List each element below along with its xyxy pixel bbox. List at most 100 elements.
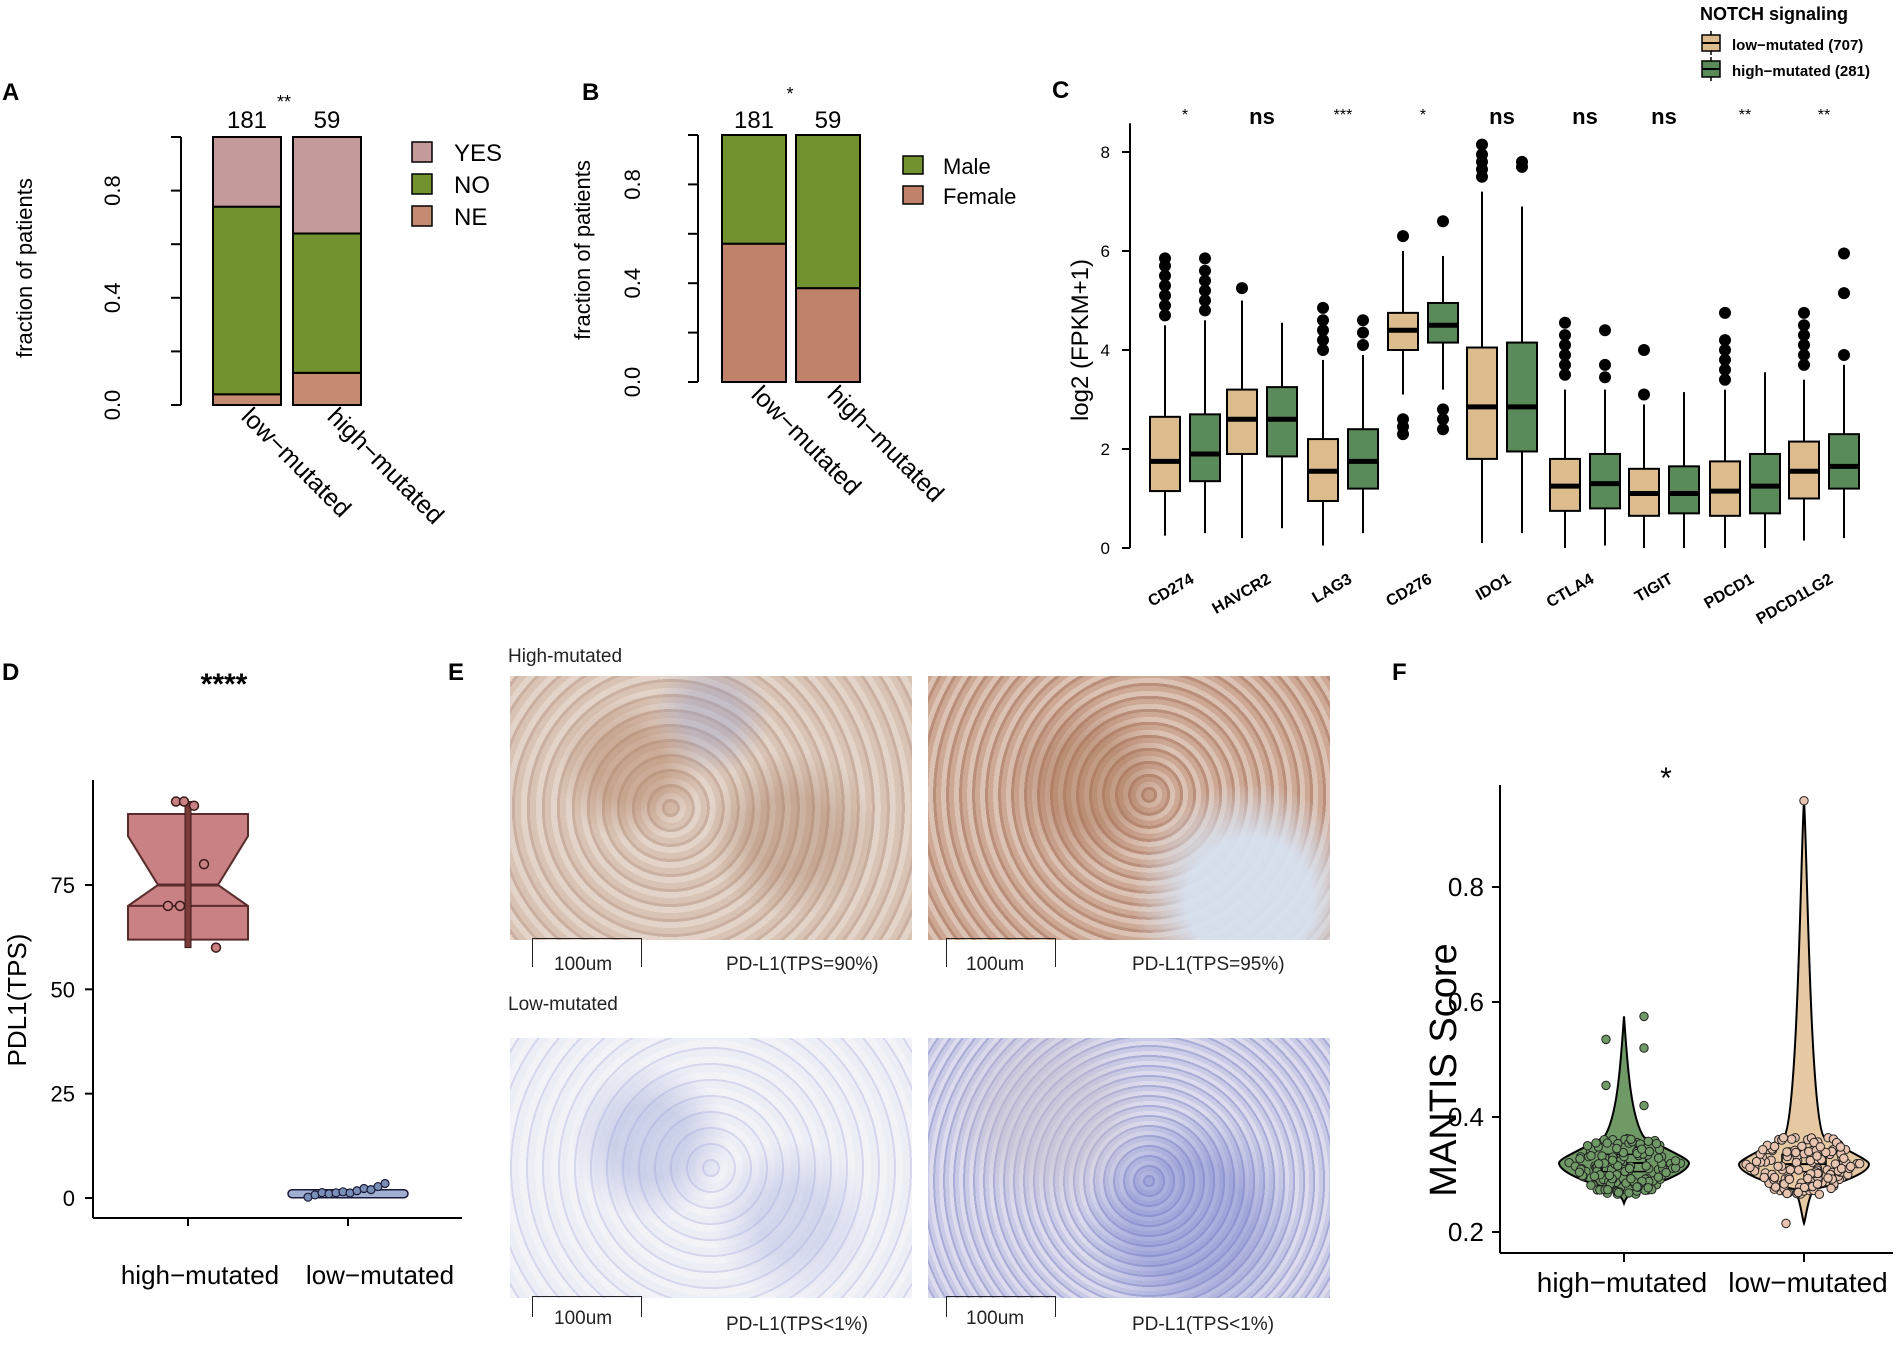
panel-b-tick-label: 0.4	[620, 268, 645, 299]
panel-f-ylabel: MANTIS Score	[1423, 943, 1465, 1196]
panel-c-legend-title: NOTCH signaling	[1700, 4, 1848, 24]
significance-label: ns	[1651, 104, 1677, 129]
data-point	[1799, 1182, 1810, 1193]
outlier-point	[1638, 388, 1650, 401]
outlier-point	[1838, 247, 1850, 260]
box-cd274	[1189, 413, 1221, 483]
data-point	[1787, 1134, 1797, 1144]
data-point	[1758, 1145, 1768, 1155]
panel-b-bar-male	[721, 134, 787, 245]
outlier-point	[1798, 306, 1810, 319]
ihc-caption-1: PD-L1(TPS=90%)	[726, 954, 879, 975]
panel-d-tick-label: 50	[51, 977, 75, 1002]
ihc-caption-2: PD-L1(TPS=95%)	[1132, 954, 1285, 975]
outlier-point	[1559, 368, 1571, 381]
significance-label: **	[1739, 107, 1751, 124]
data-point	[1812, 1179, 1823, 1189]
significance-label: *	[1420, 107, 1426, 124]
legend-label: high−mutated (281)	[1732, 63, 1870, 80]
data-point	[1805, 1155, 1816, 1166]
ihc-image-high-1	[510, 676, 912, 940]
outlier-point	[1199, 294, 1211, 307]
data-point	[1637, 1144, 1647, 1154]
panel-c-y-axis: 0 2 4 6 8	[1101, 123, 1131, 558]
panel-d: D **** PDL1(TPS) 0 25 50 75 high−mutated lo…	[2, 659, 462, 1290]
panel-a-legend: YES NO NE	[411, 140, 502, 231]
outlier-point	[1799, 796, 1809, 806]
outlier-point	[1199, 304, 1211, 317]
data-point	[1759, 1172, 1769, 1183]
data-point	[162, 900, 174, 912]
scale-bar-1	[532, 938, 642, 967]
legend-swatch-yes	[411, 141, 433, 163]
data-point	[1745, 1162, 1755, 1173]
data-point	[1603, 1185, 1613, 1195]
panel-a-y-axis: 0.0 0.4 0.8	[100, 136, 182, 421]
x-label-lag3: LAG3	[1310, 571, 1356, 607]
panel-f-xlabel-high: high−mutated	[1537, 1267, 1707, 1298]
legend-swatch-no	[411, 173, 433, 195]
panel-a-tick-label: 0.8	[100, 175, 125, 206]
panel-b-bar-female	[795, 287, 861, 384]
x-label-pdcd1: PDCD1	[1702, 571, 1758, 613]
outlier-point	[1516, 155, 1528, 168]
panel-a-bar-ne	[212, 393, 282, 406]
data-point	[1785, 1165, 1796, 1175]
panel-a-bar-ne	[292, 371, 362, 406]
data-point	[1770, 1182, 1781, 1192]
data-point	[1784, 1174, 1795, 1185]
data-point	[1782, 1188, 1792, 1199]
panel-b-bar-female	[721, 242, 787, 383]
outlier-point	[1159, 252, 1171, 265]
panel-b-tick-label: 0.8	[620, 169, 645, 200]
outlier-point	[1357, 339, 1369, 352]
outlier-point	[1798, 339, 1810, 352]
data-point	[1846, 1161, 1856, 1172]
panel-a-bar-yes	[292, 136, 362, 235]
panel-f-tick-label: 0.4	[1448, 1102, 1484, 1132]
panel-d-tick-label: 75	[51, 873, 75, 898]
data-point	[1574, 1167, 1585, 1177]
data-point	[1594, 1159, 1604, 1169]
outlier-point	[1559, 348, 1571, 361]
panel-c-tick-label: 4	[1101, 341, 1110, 360]
data-point	[1643, 1136, 1654, 1147]
outlier-point	[1719, 363, 1731, 376]
legend-label-no: NO	[454, 172, 490, 199]
outlier-point	[1199, 274, 1211, 287]
panel-e-high-label: High-mutated	[508, 646, 623, 667]
x-label-ctla4: CTLA4	[1544, 571, 1597, 612]
panel-f-tick-label: 0.6	[1448, 987, 1484, 1017]
data-point	[1602, 1138, 1612, 1148]
box-ido1	[1466, 346, 1498, 460]
data-point	[1591, 1138, 1601, 1148]
data-point	[1582, 1141, 1593, 1151]
panel-c-significance: * ns *** * ns ns ns ** **	[1182, 104, 1830, 129]
significance-label: *	[1182, 107, 1188, 124]
outlier-point	[1559, 316, 1571, 329]
panel-d-significance: ****	[201, 668, 248, 701]
x-label-tigit: TIGIT	[1632, 571, 1676, 606]
panel-a-tick-label: 0.0	[100, 390, 125, 421]
data-point	[1586, 1180, 1596, 1190]
significance-label: ***	[1334, 107, 1353, 124]
data-point	[1797, 1141, 1807, 1152]
data-point	[1836, 1163, 1847, 1174]
panel-f-significance: *	[1660, 762, 1672, 795]
outlier-point	[1236, 282, 1248, 295]
data-point	[1823, 1173, 1833, 1183]
outlier-point	[1159, 269, 1171, 282]
outlier-point	[1639, 1100, 1649, 1111]
data-point	[1589, 1171, 1600, 1181]
panel-letter-e: E	[448, 659, 464, 686]
legend-label: low−mutated (707)	[1732, 37, 1863, 54]
outlier-point	[1719, 344, 1731, 356]
outlier-point	[1798, 358, 1810, 371]
data-point	[1653, 1153, 1664, 1163]
violin-low−mutated	[1737, 800, 1871, 1227]
panel-d-tick-label: 25	[51, 1082, 75, 1107]
panel-b-legend: Male Female	[902, 154, 1016, 209]
significance-label: ns	[1489, 104, 1515, 129]
